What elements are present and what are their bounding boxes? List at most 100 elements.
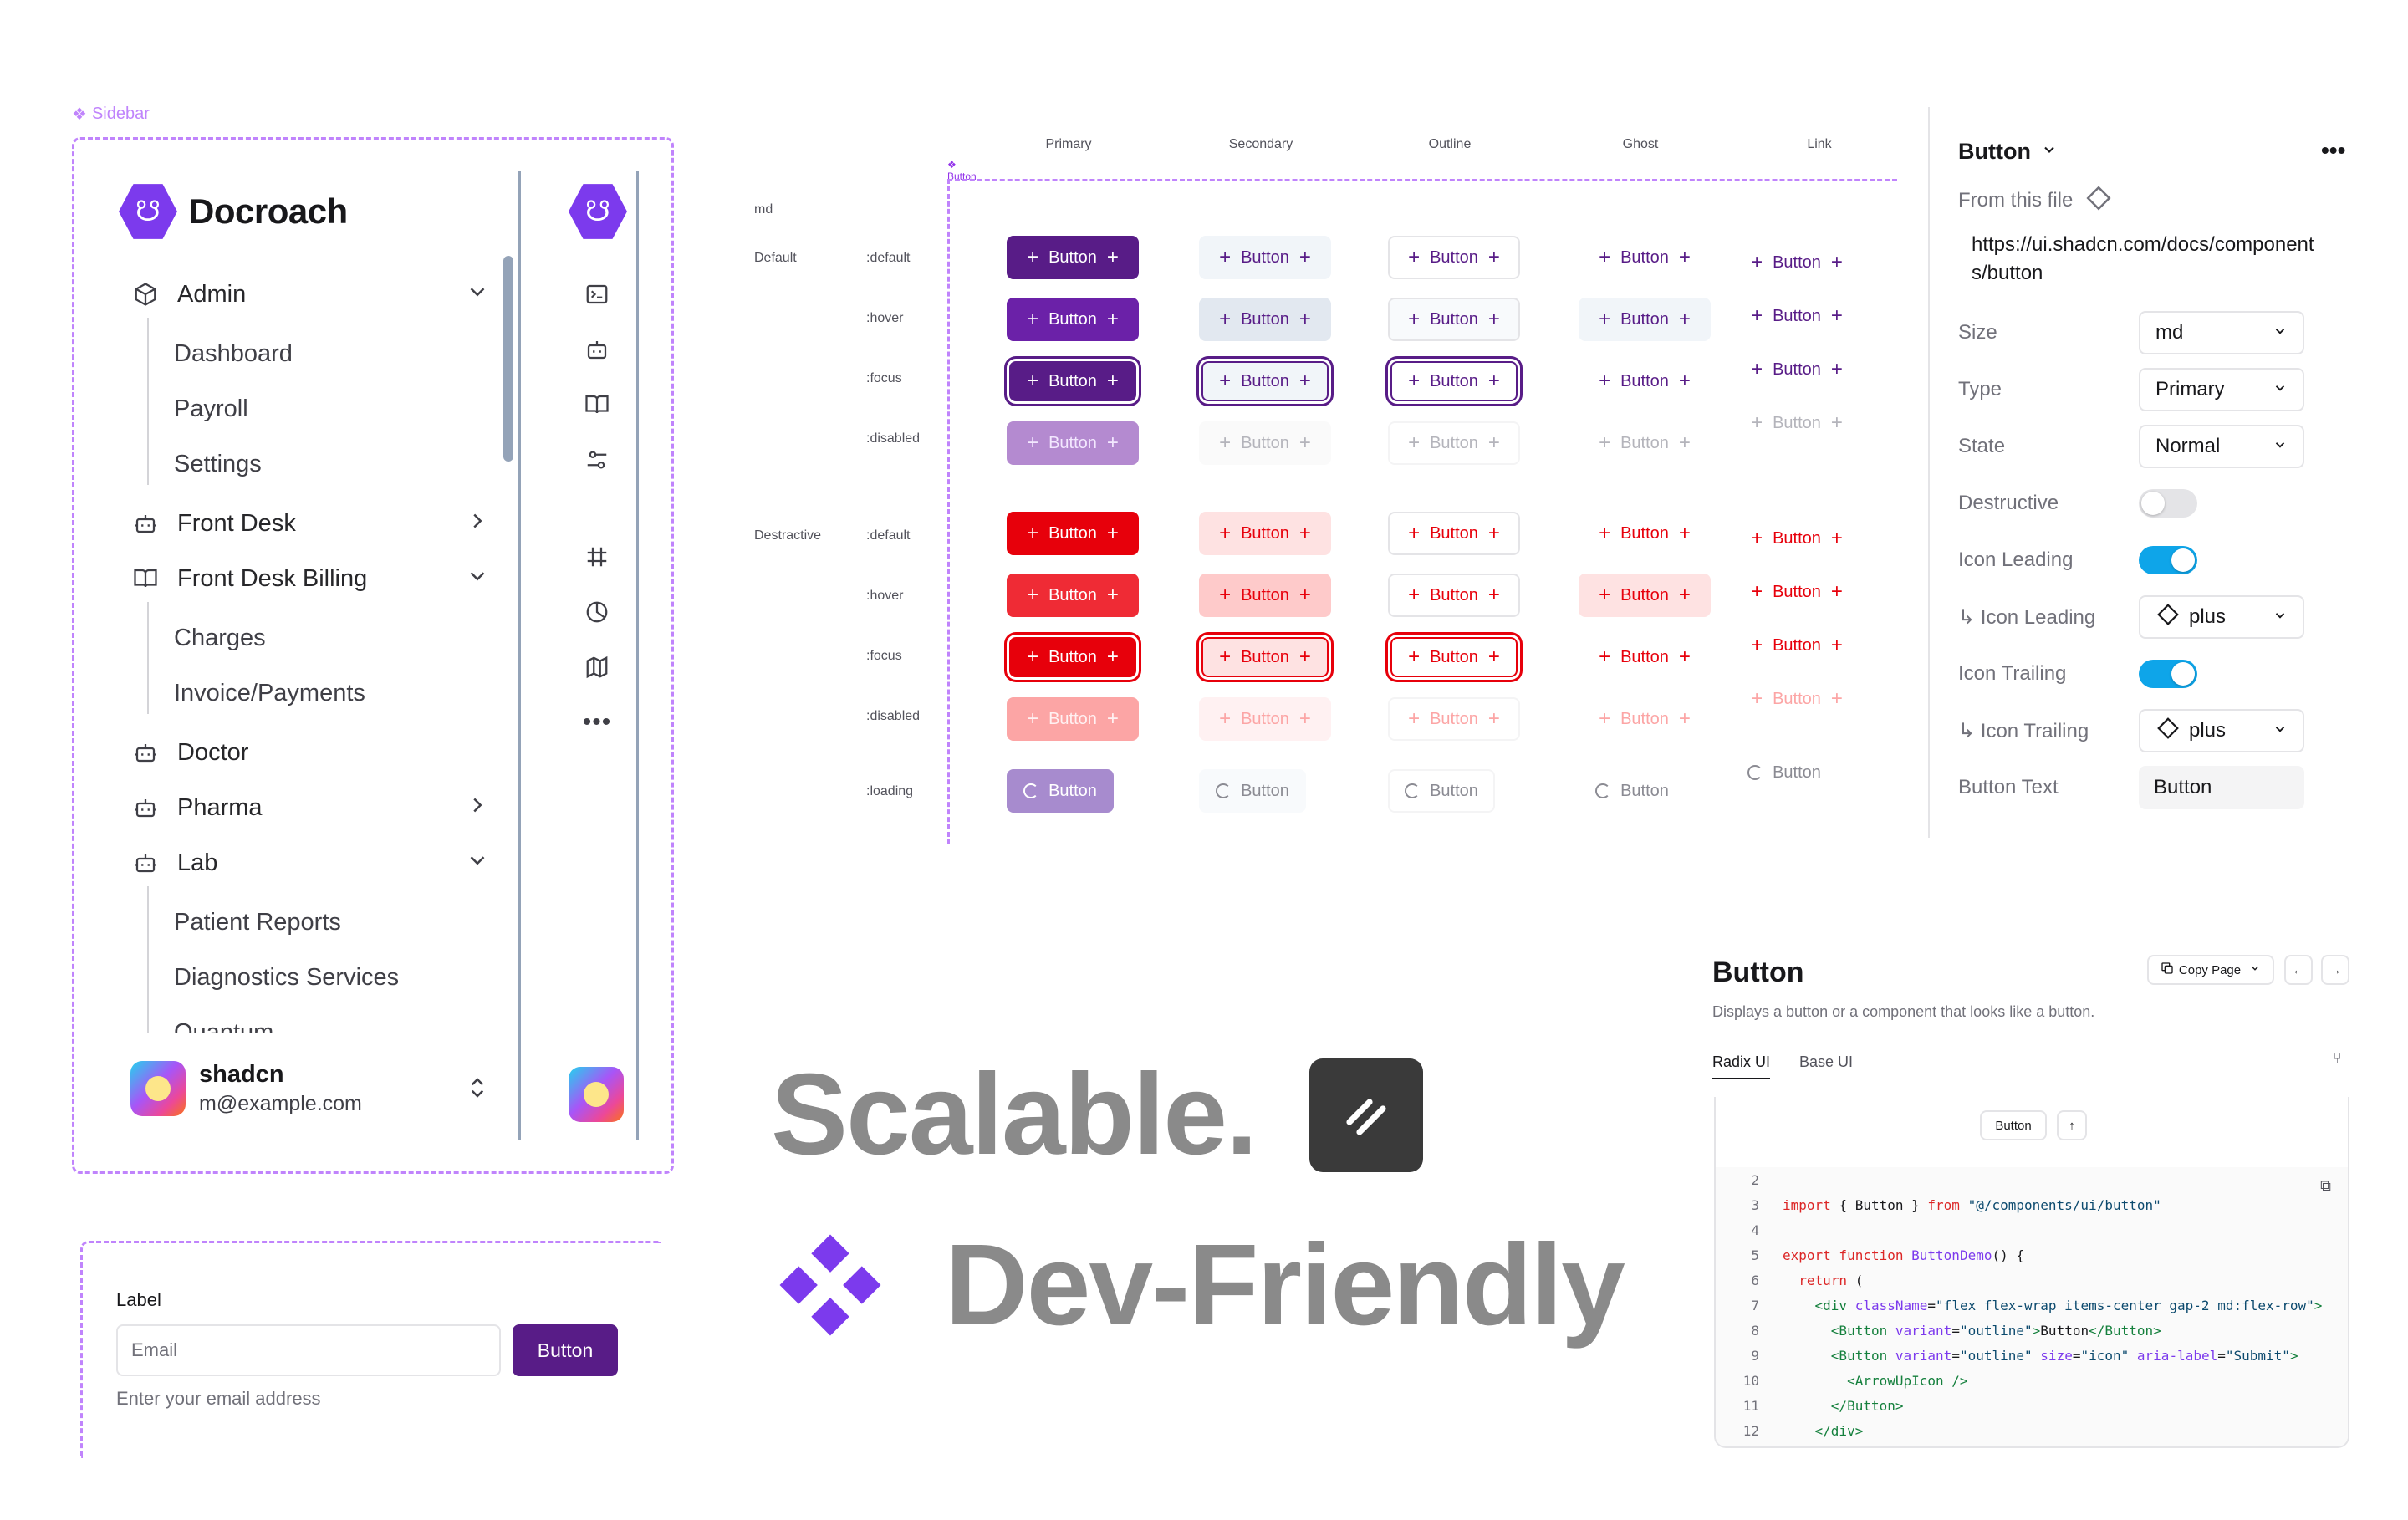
toggle-switch[interactable] <box>2139 660 2197 688</box>
link-button[interactable]: + Button + <box>1731 348 1863 391</box>
chevron-down-icon[interactable] <box>465 279 490 311</box>
secondary-button[interactable]: + Button + <box>1199 421 1331 465</box>
link-button[interactable]: + Button + <box>1731 677 1863 721</box>
outline-button[interactable]: + Button + <box>1390 361 1518 401</box>
more-horizontal-icon[interactable]: ••• <box>582 708 612 736</box>
secondary-button[interactable]: + Button + <box>1199 697 1331 741</box>
sidebar-item-admin[interactable]: Admin <box>130 276 498 313</box>
ghost-button[interactable]: + Button + <box>1579 360 1711 403</box>
property-select[interactable]: Primary <box>2139 368 2304 411</box>
sidebar-item-settings[interactable]: Settings <box>174 450 262 477</box>
book-open-icon[interactable] <box>580 388 614 421</box>
link-button[interactable]: + Button + <box>1731 294 1863 338</box>
primary-button[interactable]: Button <box>1007 769 1114 813</box>
property-select[interactable]: Normal <box>2139 425 2304 468</box>
link-button[interactable]: + Button + <box>1731 241 1863 284</box>
sidebar-item-invoice-payments[interactable]: Invoice/Payments <box>174 679 365 706</box>
sidebar-item-dashboard[interactable]: Dashboard <box>174 339 293 367</box>
ghost-button[interactable]: + Button + <box>1579 421 1711 465</box>
primary-button[interactable]: + Button + <box>1007 421 1139 465</box>
outline-button[interactable]: + Button + <box>1388 298 1520 341</box>
ghost-button[interactable]: + Button + <box>1579 635 1711 679</box>
button-text-field[interactable]: Button <box>2139 766 2304 809</box>
git-branch-icon[interactable]: ⑂ <box>2333 1050 2342 1067</box>
outline-button[interactable]: + Button + <box>1388 697 1520 741</box>
submit-button[interactable]: Button <box>513 1324 618 1376</box>
property-select[interactable]: plus <box>2139 595 2304 639</box>
more-options-icon[interactable]: ••• <box>2321 137 2346 163</box>
ghost-button[interactable]: + Button + <box>1579 574 1711 617</box>
secondary-button[interactable]: + Button + <box>1199 298 1331 341</box>
outline-button[interactable]: + Button + <box>1388 236 1520 279</box>
link-button[interactable]: + Button + <box>1731 517 1863 560</box>
secondary-button[interactable]: + Button + <box>1201 637 1329 677</box>
secondary-button[interactable]: + Button + <box>1199 574 1331 617</box>
primary-button[interactable]: + Button + <box>1007 574 1139 617</box>
bot-icon[interactable] <box>580 333 614 366</box>
component-selector[interactable]: Button <box>1958 139 2058 165</box>
sidebar-item-pharma[interactable]: Pharma <box>130 789 498 826</box>
primary-button[interactable]: + Button + <box>1007 697 1139 741</box>
chevrons-up-down-icon[interactable] <box>465 1075 490 1104</box>
arrow-up-icon[interactable]: ↑ <box>2057 1110 2087 1140</box>
next-page-button[interactable]: → <box>2321 955 2349 985</box>
property-select[interactable]: md <box>2139 311 2304 354</box>
sidebar-item-payroll[interactable]: Payroll <box>174 395 248 422</box>
sidebar-item-front-desk-billing[interactable]: Front Desk Billing <box>130 560 498 597</box>
copy-code-icon[interactable]: ⧉ <box>2320 1177 2331 1194</box>
chevron-right-icon[interactable] <box>465 508 490 540</box>
preview-button[interactable]: Button <box>1980 1110 2047 1140</box>
toggle-switch[interactable] <box>2139 489 2197 518</box>
user-menu[interactable]: shadcn m@example.com <box>130 1055 498 1122</box>
outline-button[interactable]: Button <box>1388 769 1495 813</box>
primary-button[interactable]: + Button + <box>1007 512 1139 555</box>
primary-button[interactable]: + Button + <box>1009 637 1136 677</box>
rail-logo[interactable]: ☋ <box>569 182 627 241</box>
link-button[interactable]: Button <box>1731 751 1838 794</box>
chevron-right-icon[interactable] <box>465 793 490 824</box>
link-button[interactable]: + Button + <box>1731 401 1863 445</box>
ghost-button[interactable]: + Button + <box>1579 236 1711 279</box>
primary-button[interactable]: + Button + <box>1007 298 1139 341</box>
sidebar-item-front-desk[interactable]: Front Desk <box>130 505 498 542</box>
secondary-button[interactable]: + Button + <box>1199 236 1331 279</box>
secondary-button[interactable]: Button <box>1199 769 1306 813</box>
copy-page-button[interactable]: Copy Page <box>2147 955 2274 985</box>
outline-button[interactable]: + Button + <box>1388 512 1520 555</box>
brand[interactable]: ☋ Docroach <box>119 182 348 241</box>
toggle-switch[interactable] <box>2139 546 2197 574</box>
rail-user[interactable] <box>569 1067 624 1122</box>
sidebar-item-doctor[interactable]: Doctor <box>130 734 498 771</box>
outline-button[interactable]: + Button + <box>1388 421 1520 465</box>
pie-chart-icon[interactable] <box>580 595 614 629</box>
property-select[interactable]: plus <box>2139 709 2304 752</box>
primary-button[interactable]: + Button + <box>1009 361 1136 401</box>
chevron-down-icon[interactable] <box>465 564 490 595</box>
previous-page-button[interactable]: ← <box>2284 955 2313 985</box>
outline-button[interactable]: + Button + <box>1388 574 1520 617</box>
link-button[interactable]: + Button + <box>1731 570 1863 614</box>
ghost-button[interactable]: + Button + <box>1579 512 1711 555</box>
terminal-icon[interactable] <box>580 278 614 311</box>
tab-base-ui[interactable]: Base UI <box>1799 1053 1854 1070</box>
link-button[interactable]: + Button + <box>1731 624 1863 667</box>
sidebar-item-quantum[interactable]: Quantum <box>174 1019 274 1033</box>
sidebar-item-patient-reports[interactable]: Patient Reports <box>174 908 341 936</box>
email-field[interactable]: Email <box>116 1324 501 1376</box>
chevron-down-icon[interactable] <box>465 848 490 880</box>
outline-button[interactable]: + Button + <box>1390 637 1518 677</box>
secondary-button[interactable]: + Button + <box>1201 361 1329 401</box>
settings-sliders-icon[interactable] <box>580 443 614 477</box>
ghost-button[interactable]: Button <box>1579 769 1686 813</box>
scrollbar-thumb[interactable] <box>503 256 513 462</box>
sidebar-item-lab[interactable]: Lab <box>130 844 498 881</box>
primary-button[interactable]: + Button + <box>1007 236 1139 279</box>
secondary-button[interactable]: + Button + <box>1199 512 1331 555</box>
sidebar-item-diagnostics-services[interactable]: Diagnostics Services <box>174 963 400 991</box>
tab-radix-ui[interactable]: Radix UI <box>1712 1053 1771 1079</box>
ghost-button[interactable]: + Button + <box>1579 298 1711 341</box>
frame-icon[interactable] <box>580 540 614 574</box>
map-icon[interactable] <box>580 650 614 684</box>
docs-url[interactable]: https://ui.shadcn.com/docs/component s/b… <box>1972 233 2314 284</box>
ghost-button[interactable]: + Button + <box>1579 697 1711 741</box>
